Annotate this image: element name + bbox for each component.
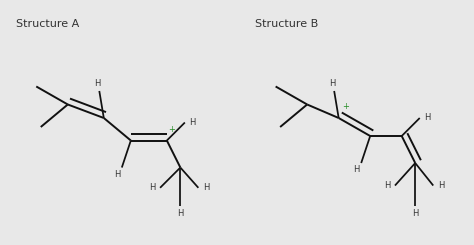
Text: H: H [384, 181, 391, 190]
Text: H: H [114, 170, 120, 179]
Text: H: H [412, 209, 419, 218]
Text: H: H [189, 118, 196, 127]
Text: Structure A: Structure A [16, 19, 79, 29]
Text: H: H [177, 209, 183, 218]
Text: H: H [149, 183, 155, 192]
Text: Structure B: Structure B [255, 19, 319, 29]
Text: H: H [438, 181, 444, 190]
Text: H: H [329, 79, 335, 88]
Text: H: H [203, 183, 209, 192]
Text: H: H [94, 79, 100, 88]
Text: H: H [354, 165, 360, 174]
Text: H: H [424, 113, 430, 122]
Text: +: + [342, 102, 349, 111]
Text: +: + [168, 125, 175, 134]
